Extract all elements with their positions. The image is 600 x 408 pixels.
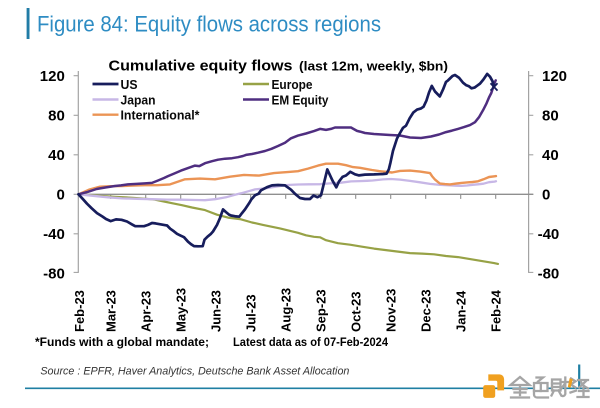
svg-text:Feb-23: Feb-23: [72, 290, 87, 332]
svg-text:80: 80: [542, 108, 559, 125]
svg-text:0: 0: [542, 187, 550, 204]
svg-text:40: 40: [48, 147, 65, 164]
svg-text:Jan-24: Jan-24: [454, 290, 469, 332]
svg-text:Jun-23: Jun-23: [209, 290, 224, 332]
svg-text:Nov-23: Nov-23: [384, 289, 399, 332]
svg-text:Europe: Europe: [272, 77, 313, 92]
svg-text:-80: -80: [538, 266, 560, 283]
svg-text:80: 80: [48, 108, 65, 125]
svg-text:Japan: Japan: [121, 92, 156, 107]
svg-text:US: US: [121, 77, 138, 92]
svg-text:Dec-23: Dec-23: [419, 289, 434, 332]
svg-text:-40: -40: [538, 226, 560, 243]
svg-text:Latest data as of 07-Feb-2024: Latest data as of 07-Feb-2024: [233, 337, 389, 349]
svg-text:0: 0: [56, 187, 64, 204]
svg-text:Mar-23: Mar-23: [104, 290, 119, 332]
svg-text:Figure 84: Equity flows across: Figure 84: Equity flows across regions: [37, 12, 381, 37]
svg-text:Apr-23: Apr-23: [139, 291, 154, 332]
svg-text:*Funds with a global mandate;: *Funds with a global mandate;: [35, 337, 209, 349]
svg-text:EM Equity: EM Equity: [272, 92, 330, 107]
svg-text:Cumulative equity flows: Cumulative equity flows: [109, 59, 293, 75]
svg-text:120: 120: [542, 68, 567, 85]
svg-text:Oct-23: Oct-23: [349, 292, 364, 332]
svg-text:-80: -80: [43, 266, 65, 283]
svg-text:Aug-23: Aug-23: [279, 288, 294, 332]
svg-text:Feb-24: Feb-24: [489, 289, 504, 332]
svg-text:Jul-23: Jul-23: [244, 294, 259, 332]
svg-text:International*: International*: [121, 108, 201, 123]
svg-text:May-23: May-23: [174, 288, 189, 332]
svg-text:Source : EPFR, Haver Analytics: Source : EPFR, Haver Analytics, Deutsche…: [40, 366, 349, 378]
svg-text:(last 12m, weekly, $bn): (last 12m, weekly, $bn): [299, 59, 448, 74]
svg-text:120: 120: [40, 68, 65, 85]
svg-text:Sep-23: Sep-23: [314, 289, 329, 332]
svg-text:-40: -40: [43, 226, 65, 243]
svg-text:40: 40: [542, 147, 559, 164]
